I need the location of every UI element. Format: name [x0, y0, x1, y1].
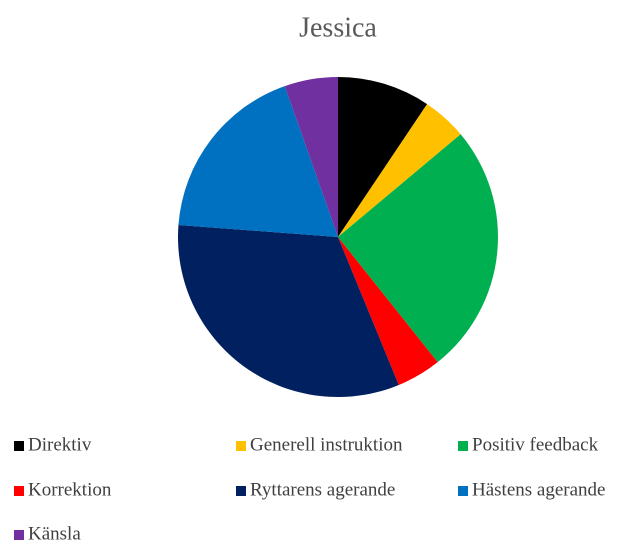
legend-label: Hästens agerande — [472, 479, 605, 500]
legend-label: Känsla — [28, 523, 81, 541]
legend-swatch — [458, 486, 468, 496]
legend-label: Direktiv — [28, 434, 92, 455]
legend-label: Korrektion — [28, 479, 112, 500]
pie-slice — [284, 77, 338, 237]
chart-title: Jessica — [299, 12, 377, 43]
pie-slice — [178, 224, 399, 397]
pie-slice — [338, 77, 428, 237]
pie-slice — [338, 237, 438, 386]
legend-swatch — [14, 441, 24, 451]
pie-slice — [178, 86, 338, 237]
legend-swatch — [14, 530, 24, 540]
legend-swatch — [236, 441, 246, 451]
legend-label: Positiv feedback — [472, 434, 599, 455]
legend-label: Ryttarens agerande — [250, 479, 395, 500]
legend-swatch — [236, 486, 246, 496]
legend-swatch — [14, 486, 24, 496]
legend-swatch — [458, 441, 468, 451]
pie-slice — [338, 134, 498, 363]
legend-label: Generell instruktion — [250, 434, 403, 455]
pie-slice — [338, 104, 461, 238]
